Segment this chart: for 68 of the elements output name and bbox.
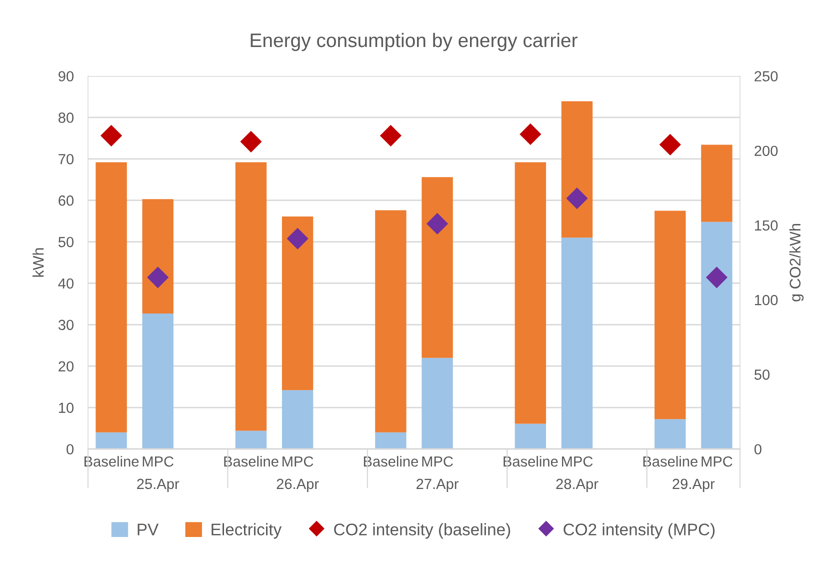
bar: [375, 210, 406, 432]
y2-tick-label: 250: [754, 71, 778, 82]
y-tick-label: 80: [58, 112, 74, 123]
point: [100, 125, 122, 146]
x-tick-label: Baseline: [84, 456, 139, 467]
y-tick-label: 70: [58, 154, 74, 164]
legend-label: CO2 intensity (MPC): [564, 523, 715, 539]
text: 25.Apr: [137, 478, 180, 492]
bar: [235, 162, 267, 431]
legend-label: Electricity: [212, 523, 282, 539]
bar: [701, 222, 732, 449]
x-tick-label: Baseline: [643, 456, 698, 467]
y-tick-label: 90: [58, 71, 74, 82]
x-tick-label: MPC: [282, 456, 314, 467]
point: [287, 228, 308, 250]
bar: [282, 390, 314, 449]
y2-tick-label: 150: [755, 220, 778, 231]
text: 29.Apr: [672, 478, 715, 492]
bar: [142, 313, 174, 449]
y-tick-label: 10: [59, 402, 74, 413]
x-tick-label: MPC: [702, 456, 732, 467]
bar: [654, 419, 686, 449]
x-tick-label: MPC: [142, 456, 174, 467]
y2-axis-title: g CO2/kWh: [789, 224, 804, 302]
text: 27.Apr: [416, 478, 459, 492]
y-tick-label: 40: [58, 278, 74, 289]
chart-title: Energy consumption by energy carrier: [250, 32, 578, 52]
bar: [282, 216, 314, 390]
legend-label: CO2 intensity (baseline): [334, 523, 510, 539]
bar: [422, 177, 453, 358]
y-tick-label: 0: [66, 444, 74, 454]
bar: [561, 101, 593, 238]
text: 28.Apr: [556, 478, 598, 492]
y2-tick-label: 100: [755, 294, 778, 306]
y2-tick-label: 50: [754, 370, 770, 380]
x-tick-label: Baseline: [364, 456, 418, 467]
bar: [561, 238, 593, 449]
bar: [142, 199, 174, 314]
y-axis-title: kWh: [32, 248, 44, 277]
point: [706, 266, 728, 288]
y-tick-label: 50: [58, 236, 74, 248]
bar: [235, 430, 267, 449]
point: [147, 266, 168, 288]
bar: [375, 432, 406, 449]
x-tick-label: Baseline: [504, 456, 558, 467]
point: [380, 125, 402, 146]
y2-tick-label: 200: [754, 146, 778, 156]
y-tick-label: 20: [58, 361, 74, 372]
text: 26.Apr: [276, 478, 319, 492]
y2-tick-label: 0: [754, 444, 762, 454]
x-tick-label: Baseline: [224, 456, 278, 467]
y-tick-label: 30: [58, 320, 74, 330]
bar: [701, 144, 732, 222]
x-tick-label: MPC: [562, 456, 593, 467]
bar: [654, 210, 686, 420]
bar: [514, 162, 546, 424]
x-tick-label: MPC: [422, 456, 453, 467]
point: [240, 131, 262, 152]
bar: [422, 358, 453, 449]
bar: [96, 432, 127, 449]
bar: [514, 424, 546, 449]
point: [566, 188, 588, 209]
point: [520, 124, 541, 145]
y-tick-label: 60: [58, 195, 74, 206]
point: [660, 134, 681, 156]
bar: [96, 162, 127, 432]
legend-label: PV: [138, 524, 159, 536]
point: [426, 213, 448, 234]
